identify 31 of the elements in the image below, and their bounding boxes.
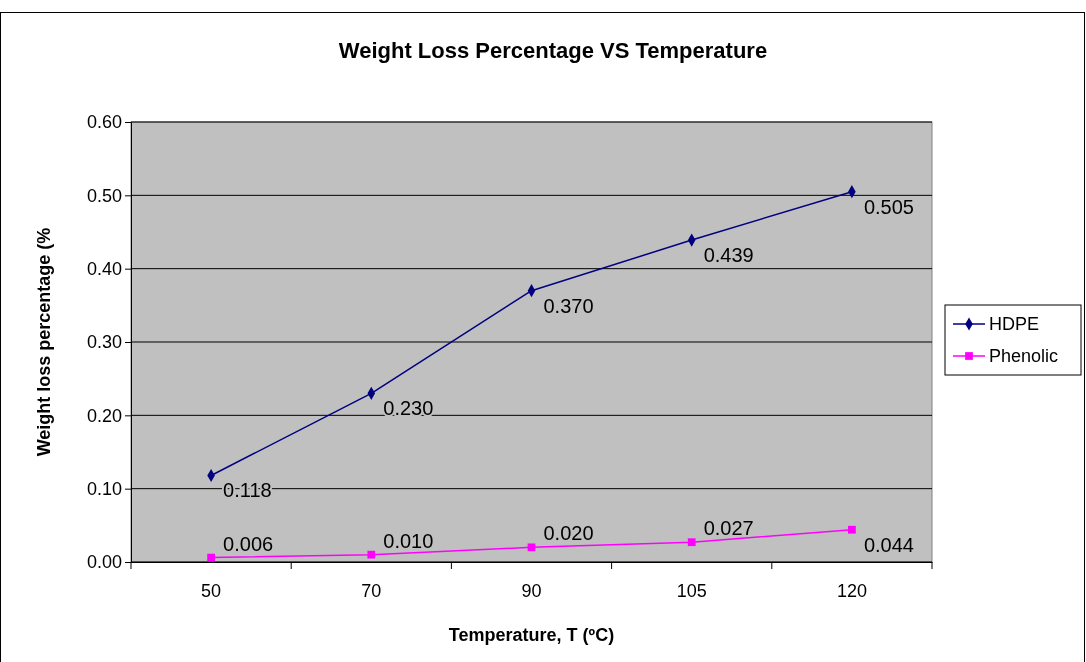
x-tick-label: 90: [521, 580, 542, 601]
y-tick-label: 0.30: [86, 332, 122, 353]
point: [527, 543, 536, 552]
data-label: 0.505: [863, 195, 914, 218]
data-label: 0.020: [543, 522, 594, 545]
legend-label: HDPE: [989, 314, 1040, 334]
y-tick-label: 0.20: [86, 405, 122, 426]
x-tick-label: 70: [361, 580, 382, 601]
y-tick-label: 0.50: [86, 185, 122, 206]
point: [207, 553, 215, 562]
y-tick-label: 0.60: [86, 112, 122, 133]
data-label: 0.230: [383, 397, 434, 420]
y-axis-title: Weight loss percentage (%: [34, 227, 54, 457]
point: [367, 550, 376, 559]
x-tick-label: 50: [201, 580, 222, 601]
chart-title: Weight Loss Percentage VS Temperature: [338, 38, 768, 63]
y-tick-label: 0.10: [86, 478, 122, 499]
x-axis-title: Temperature, T (ºC): [448, 625, 615, 645]
legend-label: Phenolic: [989, 346, 1059, 366]
y-tick-label: 0.40: [86, 258, 122, 279]
x-tick-label: 120: [836, 580, 867, 601]
data-label: 0.027: [703, 517, 754, 540]
data-label: 0.370: [543, 294, 594, 317]
data-label: 0.006: [223, 532, 274, 555]
data-label: 0.439: [703, 244, 754, 267]
point: [687, 538, 696, 547]
data-label: 0.044: [863, 533, 914, 556]
x-tick-label: 105: [676, 580, 707, 601]
point: [848, 525, 856, 534]
data-label: 0.010: [383, 529, 434, 552]
y-tick-label: 0.00: [86, 552, 122, 573]
